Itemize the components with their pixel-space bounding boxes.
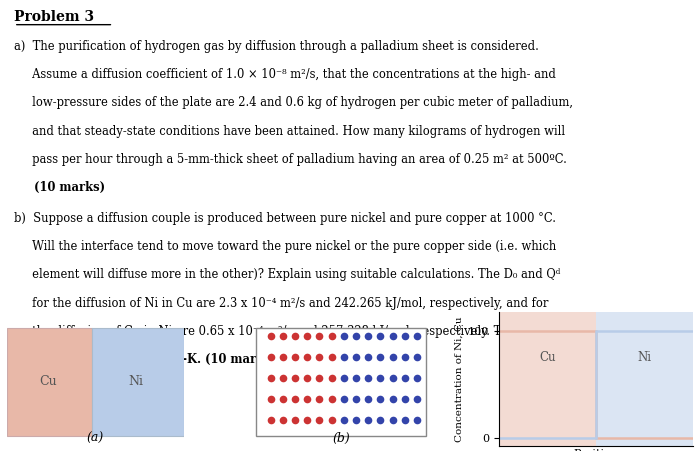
Text: Ni: Ni: [128, 375, 144, 388]
Text: Problem 3: Problem 3: [14, 10, 94, 24]
Text: and that steady-state conditions have been attained. How many kilograms of hydro: and that steady-state conditions have be…: [14, 124, 565, 138]
Text: b)  Suppose a diffusion couple is produced between pure nickel and pure copper a: b) Suppose a diffusion couple is produce…: [14, 212, 556, 225]
Text: element will diffuse more in the other)? Explain using suitable calculations. Th: element will diffuse more in the other)?…: [14, 268, 560, 281]
Text: Cu: Cu: [539, 351, 556, 364]
Bar: [499, 312, 596, 446]
Text: Ni: Ni: [638, 351, 652, 364]
Text: low-pressure sides of the plate are 2.4 and 0.6 kg of hydrogen per cubic meter o: low-pressure sides of the plate are 2.4 …: [14, 97, 573, 110]
Text: (b): (b): [332, 432, 350, 445]
X-axis label: Position: Position: [573, 449, 618, 451]
Text: (10 marks): (10 marks): [14, 181, 105, 194]
Text: the diffusion of Cu in Ni are 0.65 x 10⁻⁴ m²/s and 257.328 kJ/mol, respectively.: the diffusion of Cu in Ni are 0.65 x 10⁻…: [14, 325, 540, 338]
Text: Cu: Cu: [38, 375, 57, 388]
Text: Will the interface tend to move toward the pure nickel or the pure copper side (: Will the interface tend to move toward t…: [14, 240, 556, 253]
FancyBboxPatch shape: [7, 328, 92, 436]
Text: for the diffusion of Ni in Cu are 2.3 x 10⁻⁴ m²/s and 242.265 kJ/mol, respective: for the diffusion of Ni in Cu are 2.3 x …: [14, 296, 548, 309]
Bar: [596, 312, 693, 446]
FancyBboxPatch shape: [256, 328, 426, 436]
FancyBboxPatch shape: [92, 328, 183, 436]
Text: a)  The purification of hydrogen gas by diffusion through a palladium sheet is c: a) The purification of hydrogen gas by d…: [14, 40, 539, 53]
Text: constant is 8.314 J/mol-K. (10 marks): constant is 8.314 J/mol-K. (10 marks): [14, 353, 276, 366]
Y-axis label: Concentration of Ni, Cu: Concentration of Ni, Cu: [454, 316, 463, 442]
Text: Assume a diffusion coefficient of 1.0 × 10⁻⁸ m²/s, that the concentrations at th: Assume a diffusion coefficient of 1.0 × …: [14, 68, 556, 81]
Text: pass per hour through a 5-mm-thick sheet of palladium having an area of 0.25 m² : pass per hour through a 5-mm-thick sheet…: [14, 153, 567, 166]
Text: (a): (a): [87, 432, 104, 445]
